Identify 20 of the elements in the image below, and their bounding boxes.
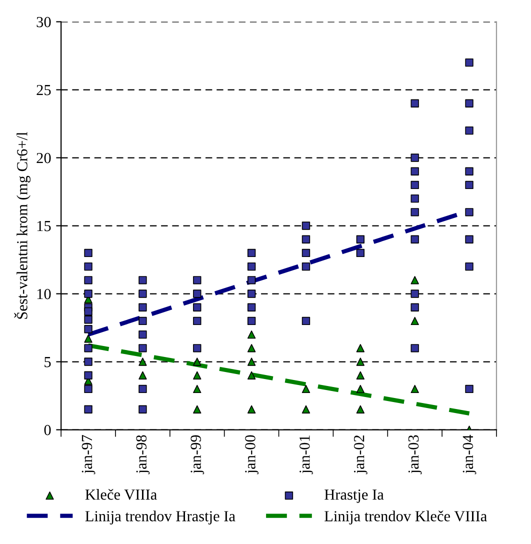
y-axis-title: Šest-valentni krom (mg Cr6+/l (14, 132, 31, 319)
y-tick-label: 20 (36, 152, 51, 164)
x-tick-label: jan-02 (354, 435, 368, 474)
x-tick-label: jan-03 (408, 435, 422, 474)
legend-label: Linija trendov Hrastje Ia (85, 510, 236, 524)
y-tick-label: 15 (37, 220, 51, 232)
x-tick-label: jan-01 (300, 436, 313, 474)
x-tick-label: jan-99 (190, 435, 204, 474)
x-tick-label: jan-04 (462, 434, 476, 474)
y-tick-label: 25 (36, 84, 51, 96)
y-tick-label: 10 (37, 288, 51, 300)
legend-label: Hrastje Ia (324, 489, 384, 503)
y-tick-label: 0 (44, 424, 51, 436)
x-tick-label: jan-98 (136, 435, 150, 474)
y-tick-label: 30 (36, 16, 51, 28)
x-tick-label: jan-97 (82, 435, 96, 474)
y-tick-label: 5 (44, 357, 51, 368)
legend-label: Linija trendov Kleče VIIIa (324, 510, 487, 524)
x-tick-label: jan-00 (245, 435, 258, 474)
legend-label: Kleče VIIIa (85, 488, 157, 500)
